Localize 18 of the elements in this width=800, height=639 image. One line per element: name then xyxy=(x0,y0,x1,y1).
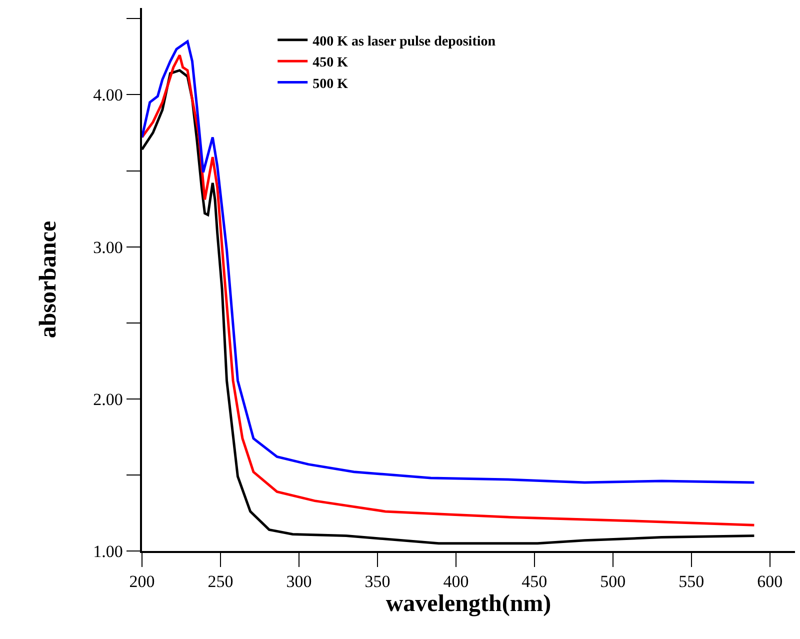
x-tick-label: 250 xyxy=(208,572,234,592)
legend-label: 400 K as laser pulse deposition xyxy=(312,34,496,50)
x-tick-label: 600 xyxy=(757,572,783,592)
legend-label: 450 K xyxy=(312,56,348,71)
y-tick-label: 4.00 xyxy=(93,86,123,105)
x-tick-label: 500 xyxy=(600,572,626,592)
x-tick-label: 450 xyxy=(522,572,548,592)
y-tick-label: 2.00 xyxy=(93,390,123,409)
x-tick-label: 400 xyxy=(443,572,469,592)
y-tick-label: 3.00 xyxy=(93,238,123,257)
x-tick-label: 200 xyxy=(129,572,155,592)
x-tick-label: 300 xyxy=(286,572,312,592)
y-axis-title: absorbance xyxy=(36,220,62,338)
x-axis-title: wavelength(nm) xyxy=(386,591,552,618)
x-tick-label: 350 xyxy=(364,572,390,592)
x-tick-label: 550 xyxy=(678,572,704,592)
y-tick-label: 1.00 xyxy=(93,542,123,561)
legend-label: 500 K xyxy=(312,76,348,92)
